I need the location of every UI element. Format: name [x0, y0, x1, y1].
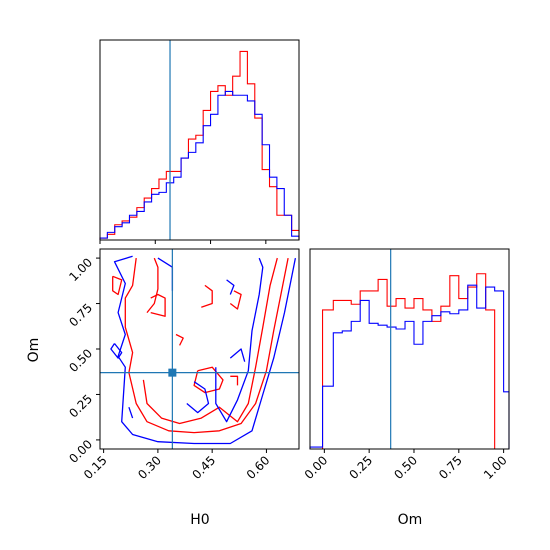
contour-blue-4 — [229, 348, 246, 362]
contour-blue-7 — [226, 279, 235, 295]
om-marginal-histogram-panel: 0.00 0.25 0.50 0.75 1.00 — [302, 248, 510, 482]
joint-x-tick-label-2: 0.45 — [189, 453, 218, 482]
om-hist-x-tick-label-0: 0.00 — [302, 453, 331, 482]
contour-blue-5 — [110, 343, 123, 359]
contour-blue-3 — [157, 257, 174, 291]
contour-red-1 — [142, 257, 278, 425]
contour-blue-6 — [128, 406, 134, 419]
contour-red-7 — [193, 366, 224, 394]
joint-x-tick-label-0: 0.15 — [81, 453, 110, 482]
x-axis-label-h0: H0 — [190, 512, 209, 528]
contour-red-3 — [146, 257, 159, 314]
h0-histogram-blue — [99, 90, 300, 240]
contour-blue-1 — [215, 257, 264, 423]
h0-om-contour-panel: 0.15 0.30 0.45 0.600.000.250.500.751.00 — [66, 248, 300, 482]
om-histogram-frame — [309, 248, 510, 450]
joint-y-tick-label-2: 0.50 — [66, 346, 95, 375]
om-hist-x-tick-label-3: 0.75 — [436, 453, 465, 482]
contour-blue-0 — [113, 255, 297, 445]
h0-marginal-histogram-panel — [99, 39, 300, 244]
x-axis-label-om: Om — [398, 512, 423, 528]
contour-red-5 — [201, 284, 213, 308]
om-hist-x-tick-label-1: 0.25 — [346, 453, 375, 482]
om-hist-x-tick-label-2: 0.50 — [391, 453, 420, 482]
contour-red-2 — [112, 275, 123, 296]
contour-red-0 — [124, 257, 289, 434]
contour-blue-2 — [186, 381, 210, 414]
om-hist-x-tick-label-4: 1.00 — [481, 453, 510, 482]
joint-x-tick-label-3: 0.60 — [244, 453, 273, 482]
contour-red-4 — [150, 293, 166, 317]
joint-y-tick-label-3: 0.75 — [66, 301, 95, 330]
truth-marker — [168, 368, 177, 377]
contour-lines-group — [110, 255, 297, 445]
om-histogram-blue — [309, 284, 510, 449]
joint-y-tick-label-1: 0.25 — [66, 392, 95, 421]
y-axis-label-om: Om — [26, 338, 42, 363]
contour-red-6 — [229, 290, 242, 310]
om-histogram-red — [310, 273, 504, 450]
contour-red-9 — [175, 333, 184, 346]
h0-histogram-frame — [99, 39, 300, 241]
joint-y-tick-label-4: 1.00 — [66, 255, 95, 284]
contour-red-8 — [230, 375, 239, 386]
joint-x-tick-label-1: 0.30 — [135, 453, 164, 482]
